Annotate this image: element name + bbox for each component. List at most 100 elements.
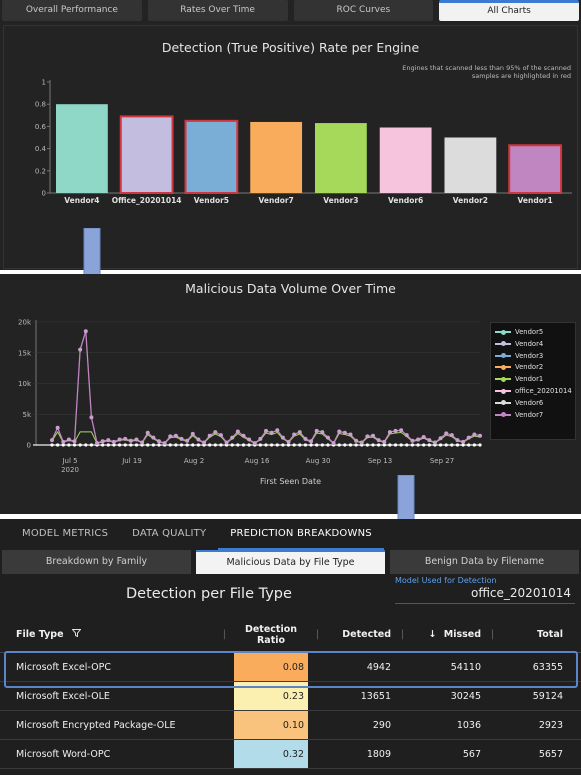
point[interactable] bbox=[100, 439, 105, 444]
point[interactable] bbox=[185, 438, 190, 443]
point[interactable] bbox=[478, 433, 482, 438]
point[interactable] bbox=[314, 428, 319, 433]
tab-all-charts[interactable]: All Charts bbox=[439, 0, 579, 21]
tab-roc-curves[interactable]: ROC Curves bbox=[293, 0, 434, 21]
point[interactable] bbox=[354, 438, 359, 443]
point[interactable] bbox=[213, 430, 218, 435]
point[interactable] bbox=[269, 430, 274, 435]
point[interactable] bbox=[89, 415, 94, 420]
point[interactable] bbox=[309, 439, 314, 444]
point[interactable] bbox=[230, 435, 235, 440]
point[interactable] bbox=[190, 431, 195, 436]
point[interactable] bbox=[117, 437, 122, 442]
point[interactable] bbox=[438, 436, 443, 441]
table-row[interactable]: Microsoft Excel-OPC 0.08 4942 54110 63355 bbox=[0, 653, 581, 682]
filter-icon[interactable] bbox=[71, 629, 82, 640]
col-detection-ratio[interactable]: Detection Ratio bbox=[228, 624, 314, 646]
point[interactable] bbox=[55, 425, 60, 430]
bar[interactable] bbox=[184, 119, 239, 194]
bar[interactable] bbox=[119, 115, 174, 194]
point[interactable] bbox=[157, 439, 161, 444]
point[interactable] bbox=[427, 438, 432, 443]
point[interactable] bbox=[173, 433, 178, 438]
point[interactable] bbox=[455, 438, 460, 443]
point[interactable] bbox=[416, 437, 421, 442]
point[interactable] bbox=[151, 435, 156, 440]
point[interactable] bbox=[145, 430, 150, 435]
point[interactable] bbox=[235, 429, 240, 434]
legend-item[interactable]: Vendor7 bbox=[495, 410, 543, 420]
table-row[interactable]: Microsoft Word-OPC 0.32 1809 567 5657 bbox=[0, 740, 581, 769]
point[interactable] bbox=[410, 438, 415, 443]
tab-prediction-breakdowns[interactable]: PREDICTION BREAKDOWNS bbox=[218, 519, 384, 550]
point[interactable] bbox=[472, 432, 477, 437]
point[interactable] bbox=[421, 435, 426, 440]
point[interactable] bbox=[359, 440, 364, 445]
point[interactable] bbox=[258, 436, 263, 441]
point[interactable] bbox=[466, 435, 471, 440]
subtab-benign-by-filename[interactable]: Benign Data by Filename bbox=[390, 550, 579, 574]
point[interactable] bbox=[123, 436, 128, 441]
point[interactable] bbox=[111, 439, 116, 444]
tab-data-quality[interactable]: DATA QUALITY bbox=[132, 528, 207, 539]
point[interactable] bbox=[297, 430, 302, 435]
tab-model-metrics[interactable]: MODEL METRICS bbox=[22, 528, 109, 539]
table-row[interactable]: Microsoft Encrypted Package-OLE 0.10 290 10… bbox=[0, 711, 581, 740]
col-detected[interactable]: | Detected bbox=[314, 629, 399, 640]
point[interactable] bbox=[393, 428, 398, 433]
legend-item[interactable]: Vendor6 bbox=[495, 398, 543, 408]
tab-overall-performance[interactable]: Overall Performance bbox=[2, 0, 142, 21]
point[interactable] bbox=[252, 441, 257, 446]
subtab-malicious-by-file-type[interactable]: Malicious Data by File Type bbox=[196, 550, 385, 574]
point[interactable] bbox=[72, 439, 77, 444]
point[interactable] bbox=[134, 437, 139, 442]
bar[interactable] bbox=[56, 104, 108, 193]
point[interactable] bbox=[371, 433, 375, 438]
point[interactable] bbox=[376, 438, 381, 443]
point[interactable] bbox=[331, 441, 336, 446]
point[interactable] bbox=[387, 430, 392, 435]
point[interactable] bbox=[286, 439, 291, 444]
point[interactable] bbox=[342, 430, 347, 435]
point[interactable] bbox=[280, 435, 285, 440]
point[interactable] bbox=[241, 433, 246, 438]
point[interactable] bbox=[461, 439, 466, 444]
tab-rates-over-time[interactable]: Rates Over Time bbox=[147, 0, 288, 21]
point[interactable] bbox=[78, 347, 83, 352]
bar[interactable] bbox=[444, 137, 497, 194]
legend-item[interactable]: Vendor5 bbox=[495, 327, 543, 337]
table-row[interactable]: Microsoft Excel-OLE 0.23 13651 30245 59124 bbox=[0, 682, 581, 711]
point[interactable] bbox=[404, 433, 409, 438]
point[interactable] bbox=[247, 437, 252, 442]
legend-item[interactable]: Vendor1 bbox=[495, 374, 543, 384]
point[interactable] bbox=[61, 439, 66, 444]
point[interactable] bbox=[224, 440, 229, 445]
point[interactable] bbox=[196, 437, 201, 442]
legend-item[interactable]: Vendor4 bbox=[495, 339, 543, 349]
bar[interactable] bbox=[508, 144, 563, 195]
col-file-type[interactable]: File Type | bbox=[0, 629, 228, 640]
point[interactable] bbox=[140, 440, 145, 445]
point[interactable] bbox=[106, 438, 111, 443]
legend-item[interactable]: Vendor2 bbox=[495, 362, 543, 372]
point[interactable] bbox=[382, 439, 387, 444]
point[interactable] bbox=[292, 432, 297, 437]
point[interactable] bbox=[128, 438, 133, 443]
point[interactable] bbox=[444, 431, 449, 436]
point[interactable] bbox=[365, 434, 370, 439]
point[interactable] bbox=[275, 428, 280, 433]
point[interactable] bbox=[179, 436, 184, 441]
point[interactable] bbox=[50, 438, 54, 443]
point[interactable] bbox=[162, 441, 167, 446]
point[interactable] bbox=[432, 440, 437, 445]
bar[interactable] bbox=[379, 127, 432, 193]
model-select[interactable]: office_20201014 bbox=[395, 586, 575, 604]
point[interactable] bbox=[207, 433, 212, 438]
point[interactable] bbox=[320, 430, 325, 435]
point[interactable] bbox=[337, 429, 342, 434]
col-total[interactable]: | Total bbox=[489, 629, 581, 640]
legend-item[interactable]: office_20201014 bbox=[495, 386, 572, 396]
bar[interactable] bbox=[315, 123, 367, 193]
point[interactable] bbox=[168, 434, 173, 439]
point[interactable] bbox=[399, 428, 404, 433]
